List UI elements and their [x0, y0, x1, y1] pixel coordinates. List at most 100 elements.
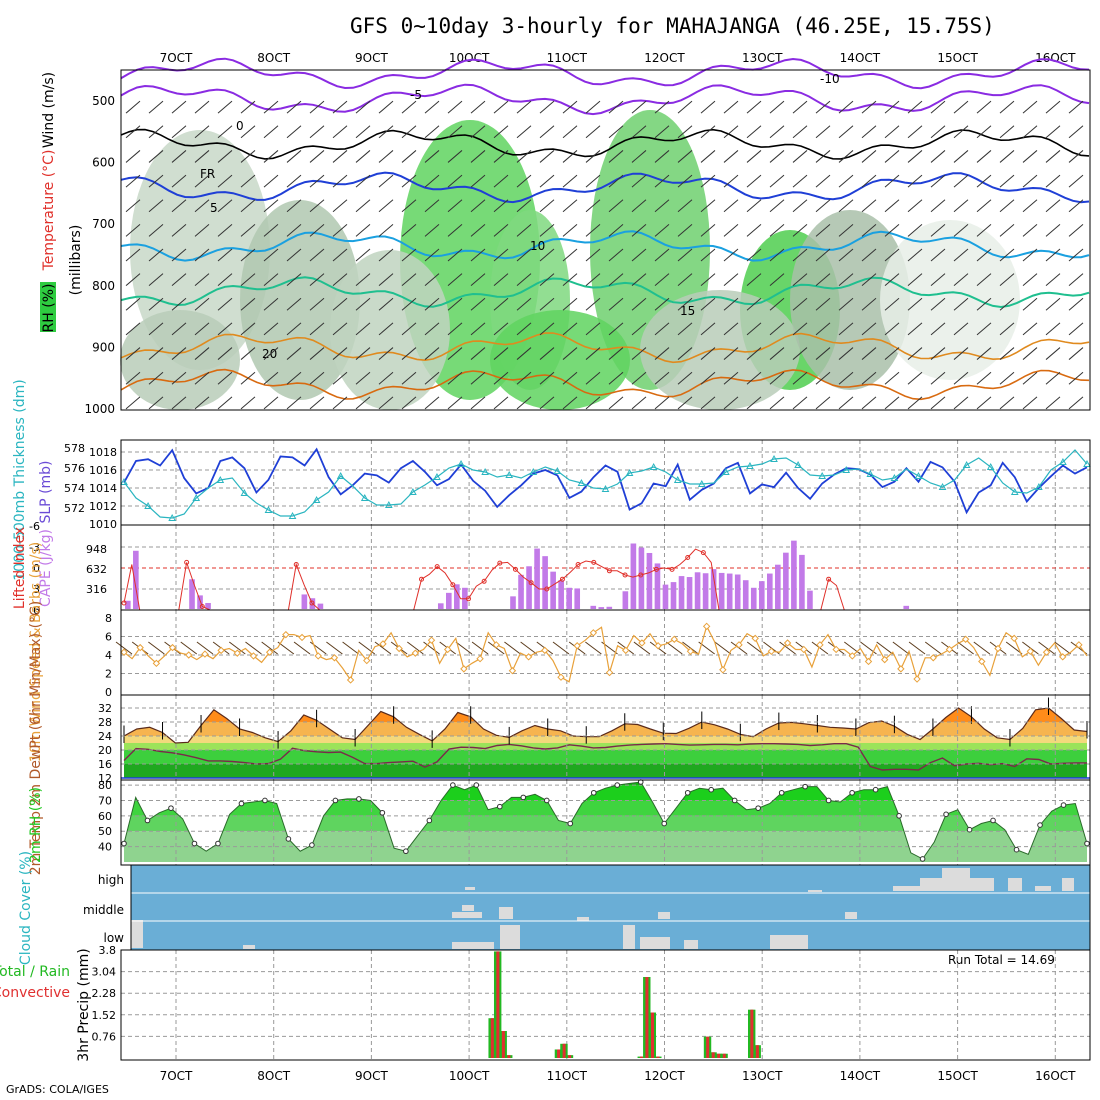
wind-barb: [401, 248, 417, 262]
wind-barb: [194, 223, 210, 237]
wind-barb: [700, 223, 716, 237]
rh-shading: [330, 250, 450, 410]
wind-barb: [1068, 273, 1084, 287]
wind-barb: [470, 223, 486, 237]
wind-barb: [470, 396, 486, 410]
rh-legend-swatch: [40, 282, 56, 332]
thickness-marker: [529, 467, 538, 475]
wind10m-barb: [228, 641, 246, 655]
wind-barb: [240, 347, 256, 360]
wind10m-barb: [342, 641, 359, 655]
wind-barb: [884, 100, 900, 114]
wind-barb: [217, 371, 233, 385]
wind10m-marker: [136, 643, 144, 652]
wind-barb: [539, 199, 555, 213]
thickness-tick: 574: [64, 482, 85, 495]
cape-bar: [791, 540, 797, 609]
wind-barb: [539, 396, 555, 410]
rh2m-marker: [1084, 840, 1090, 847]
wind-barb: [631, 174, 647, 188]
wind-barb: [838, 199, 854, 213]
rh2m-marker: [567, 820, 574, 827]
wind10m-marker: [120, 648, 128, 656]
wind10m-marker: [783, 639, 792, 647]
wind-barb: [746, 347, 762, 360]
wind-barb: [861, 322, 877, 336]
cape-bar: [510, 596, 516, 609]
wind-barb: [838, 396, 854, 410]
thickness-marker: [866, 469, 875, 477]
rh2m-marker: [590, 789, 597, 796]
wind-barb: [355, 396, 371, 410]
wind-barb: [171, 174, 187, 188]
wind-barb: [125, 297, 141, 311]
wind-barb: [1068, 322, 1084, 336]
wind-barb: [861, 150, 877, 163]
wind-barb: [746, 396, 762, 410]
wind-barb: [1045, 371, 1061, 385]
cape-bar: [775, 564, 781, 609]
thickness-marker: [625, 468, 634, 476]
wind-barb: [608, 273, 624, 287]
rh-shading: [130, 130, 270, 370]
wind-barb: [884, 371, 900, 385]
precip-axis-label: 3hr Precip (mm): [76, 948, 92, 1061]
wind10m-barb: [860, 641, 877, 655]
rh-tick: 70: [98, 794, 112, 807]
li-tick: -3: [29, 541, 40, 554]
wind-barb: [1068, 297, 1084, 311]
wind10m-barb: [633, 641, 651, 655]
wind-barb: [378, 396, 394, 410]
cloud-block: [893, 886, 923, 891]
slp-tick: 1012: [89, 500, 117, 513]
x-tick-bottom: 16OCT: [1035, 1069, 1076, 1083]
wind-barb: [746, 125, 762, 139]
wind-barb: [286, 371, 302, 385]
wind-barb: [769, 248, 785, 262]
wind-barb: [470, 273, 486, 287]
wind-barb: [286, 199, 302, 213]
rh2m-marker: [332, 797, 339, 804]
wind-barb: [608, 347, 624, 360]
wind10m-tick: 0: [105, 686, 112, 699]
wind10m-barb: [180, 641, 198, 655]
wind-barb: [769, 125, 785, 139]
cape-bar: [767, 573, 773, 609]
contour-label: 0: [236, 119, 244, 133]
wind-barb: [815, 371, 831, 385]
thickness-tick: 576: [64, 462, 85, 475]
cape-bar: [622, 591, 629, 609]
li-marker: [481, 578, 487, 584]
wind-barb: [263, 100, 279, 114]
wind-barb: [286, 150, 302, 163]
wind-barb: [654, 371, 670, 385]
wind10m-barb: [423, 641, 440, 655]
wind10m-marker: [314, 652, 322, 660]
contour-label: 5: [210, 201, 218, 215]
wind-barb: [838, 322, 854, 336]
cloud-block: [1008, 878, 1022, 891]
li-marker: [575, 562, 581, 567]
wind10m-tick: 4: [105, 649, 112, 662]
wind-barb: [884, 223, 900, 237]
wind-barb: [332, 223, 348, 237]
wind-barb: [447, 371, 463, 385]
thickness-marker: [264, 505, 273, 513]
wind-barb: [769, 199, 785, 213]
cloud-block: [1062, 878, 1074, 891]
dewpoint-line: [123, 742, 1087, 771]
thickness-marker: [360, 493, 369, 501]
wind-barb: [930, 150, 946, 163]
x-tick-bottom: 9OCT: [355, 1069, 388, 1083]
wind10m-marker: [751, 634, 759, 643]
wind-barb: [976, 125, 992, 139]
wind-barb: [884, 347, 900, 360]
cloud-cover-panel: high middle low Cloud Cover (%): [18, 851, 1091, 965]
wind-barb: [723, 322, 739, 336]
wind-barb: [792, 100, 808, 114]
wind-barb: [700, 273, 716, 287]
wind-barb: [976, 174, 992, 188]
wind10m-marker: [346, 676, 355, 684]
rh2m-marker: [731, 797, 738, 804]
